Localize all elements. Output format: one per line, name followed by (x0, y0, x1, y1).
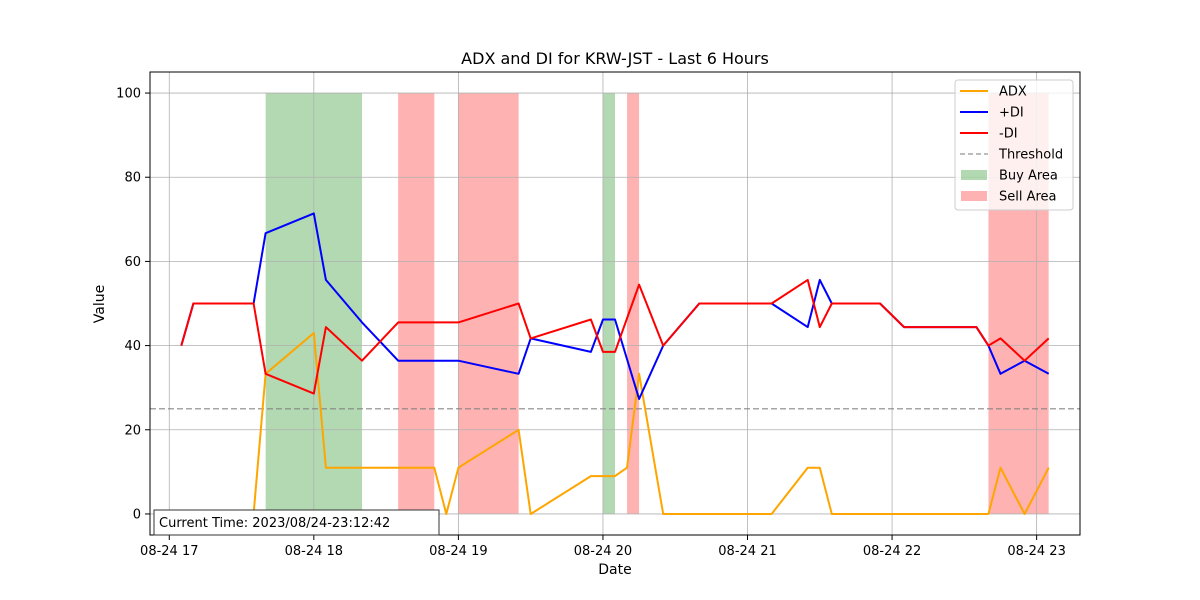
legend: ADX +DI -DI Threshold Buy Area Sell Area (954, 79, 1074, 211)
y-tick-label: 100 (116, 87, 141, 102)
y-tick-label: 80 (124, 171, 141, 186)
x-tick-label: 08-24 23 (1007, 544, 1065, 559)
y-axis-label: Value (92, 285, 108, 323)
x-tick-label: 08-24 21 (718, 544, 776, 559)
sell-area-1 (398, 93, 435, 514)
legend-item: ADX (960, 85, 1027, 100)
legend-label: Sell Area (999, 190, 1057, 205)
legend-label: +DI (999, 106, 1024, 121)
buy-area-3 (602, 93, 615, 514)
series-line-minus-di (180, 278, 1050, 395)
x-axis-label: Date (598, 562, 631, 578)
y-tick-label: 60 (124, 255, 141, 270)
y-tick-label: 20 (124, 423, 141, 438)
legend-swatch (961, 170, 987, 180)
y-tick-label: 40 (124, 339, 141, 354)
legend-item: Threshold (960, 148, 1063, 163)
chart-title: ADX and DI for KRW-JST - Last 6 Hours (461, 49, 769, 68)
legend-label: Threshold (998, 148, 1063, 163)
sell-area-2 (458, 93, 519, 514)
legend-label: -DI (999, 127, 1018, 142)
legend-label: ADX (999, 85, 1027, 100)
x-tick-label: 08-24 18 (285, 544, 343, 559)
x-tick-label: 08-24 17 (140, 544, 198, 559)
axes-frame (149, 71, 1081, 536)
x-tick-label: 08-24 20 (574, 544, 632, 559)
x-tick-label: 08-24 22 (863, 544, 921, 559)
plot-area: 0 20 40 60 80 100 08-24 17 08-24 18 08-24 19 08-2… (116, 71, 1081, 559)
current-time-text: Current Time: 2023/08/24-23:12:42 (159, 516, 390, 531)
y-tick-label: 0 (133, 507, 141, 522)
legend-item: -DI (960, 127, 1018, 142)
legend-swatch (961, 191, 987, 201)
legend-item: +DI (960, 106, 1024, 121)
current-time-annotation: Current Time: 2023/08/24-23:12:42 (153, 509, 440, 536)
series-line-adx (181, 332, 1050, 515)
legend-item: Buy Area (961, 169, 1058, 184)
x-tick-label: 08-24 19 (429, 544, 487, 559)
legend-label: Buy Area (999, 169, 1058, 184)
legend-item: Sell Area (961, 190, 1057, 205)
